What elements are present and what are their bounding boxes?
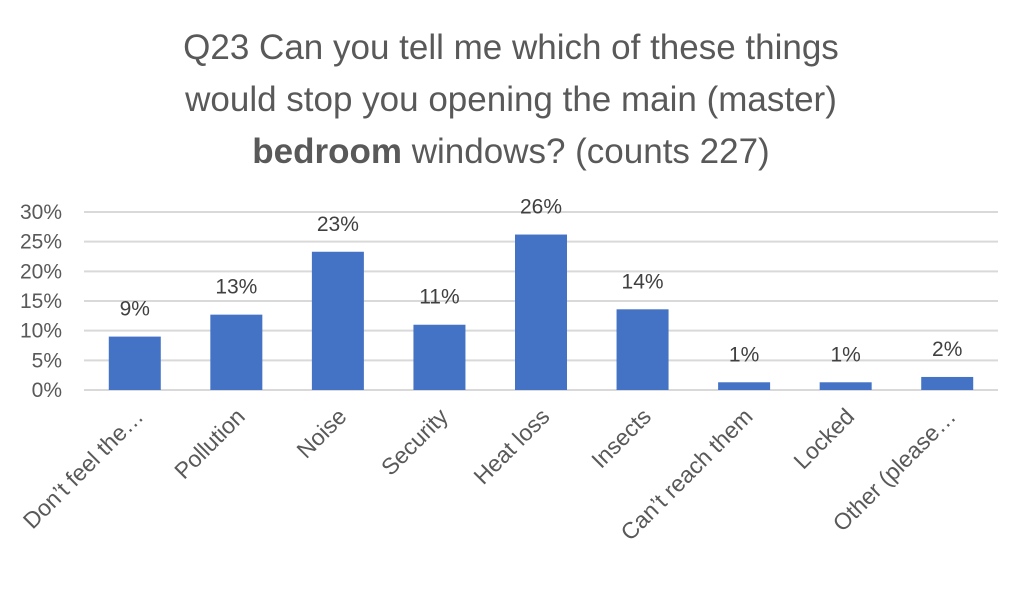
category-label: Insects (586, 403, 656, 473)
bar (921, 376, 974, 390)
data-label: 11% (419, 286, 459, 309)
bar (210, 314, 263, 390)
data-label: 13% (215, 276, 257, 299)
bar (413, 324, 466, 390)
bar (311, 251, 364, 390)
category-label: Pollution (169, 403, 250, 484)
chart-title: Q23 Can you tell me which of these thing… (0, 22, 1022, 178)
chart-title-line-3-rest: windows? (counts 227) (402, 132, 770, 171)
bar (108, 336, 161, 390)
bar (718, 382, 771, 390)
bar (515, 234, 567, 390)
y-tick-label: 20% (20, 260, 62, 283)
y-tick-label: 10% (20, 320, 62, 343)
category-label: Heat loss (468, 403, 554, 489)
chart-title-line-2: would stop you opening the main (master) (185, 80, 837, 119)
data-labels: 9% 13% 23% 11% 26% 14% 1% 1% 2% (120, 196, 963, 367)
data-label: 14% (622, 270, 664, 293)
chart-title-line-3: bedroom windows? (counts 227) (0, 126, 1022, 178)
y-tick-label: 0% (32, 379, 62, 402)
data-label: 1% (729, 343, 759, 366)
category-label: Security (376, 403, 453, 480)
chart-title-bold-word: bedroom (252, 132, 403, 171)
y-axis-tick-labels: 30% 25% 20% 15% 10% 5% 0% (20, 201, 62, 402)
data-label: 9% (120, 298, 150, 321)
x-axis-category-labels: Don’t feel the… Pollution Noise Security Hea… (18, 403, 961, 546)
y-tick-label: 30% (20, 201, 62, 224)
data-label: 1% (830, 343, 860, 366)
data-label: 2% (932, 338, 962, 361)
chart-title-line-1: Q23 Can you tell me which of these thing… (183, 28, 839, 67)
bars (108, 234, 974, 390)
bar (819, 382, 872, 390)
category-label: Don’t feel the… (18, 403, 148, 533)
bar (616, 309, 669, 390)
category-label: Noise (291, 403, 351, 463)
y-tick-label: 5% (32, 349, 62, 372)
y-tick-label: 25% (20, 231, 62, 254)
data-label: 23% (317, 213, 359, 236)
data-label: 26% (520, 196, 562, 219)
category-label: Locked (788, 403, 859, 474)
y-tick-label: 15% (20, 290, 62, 313)
